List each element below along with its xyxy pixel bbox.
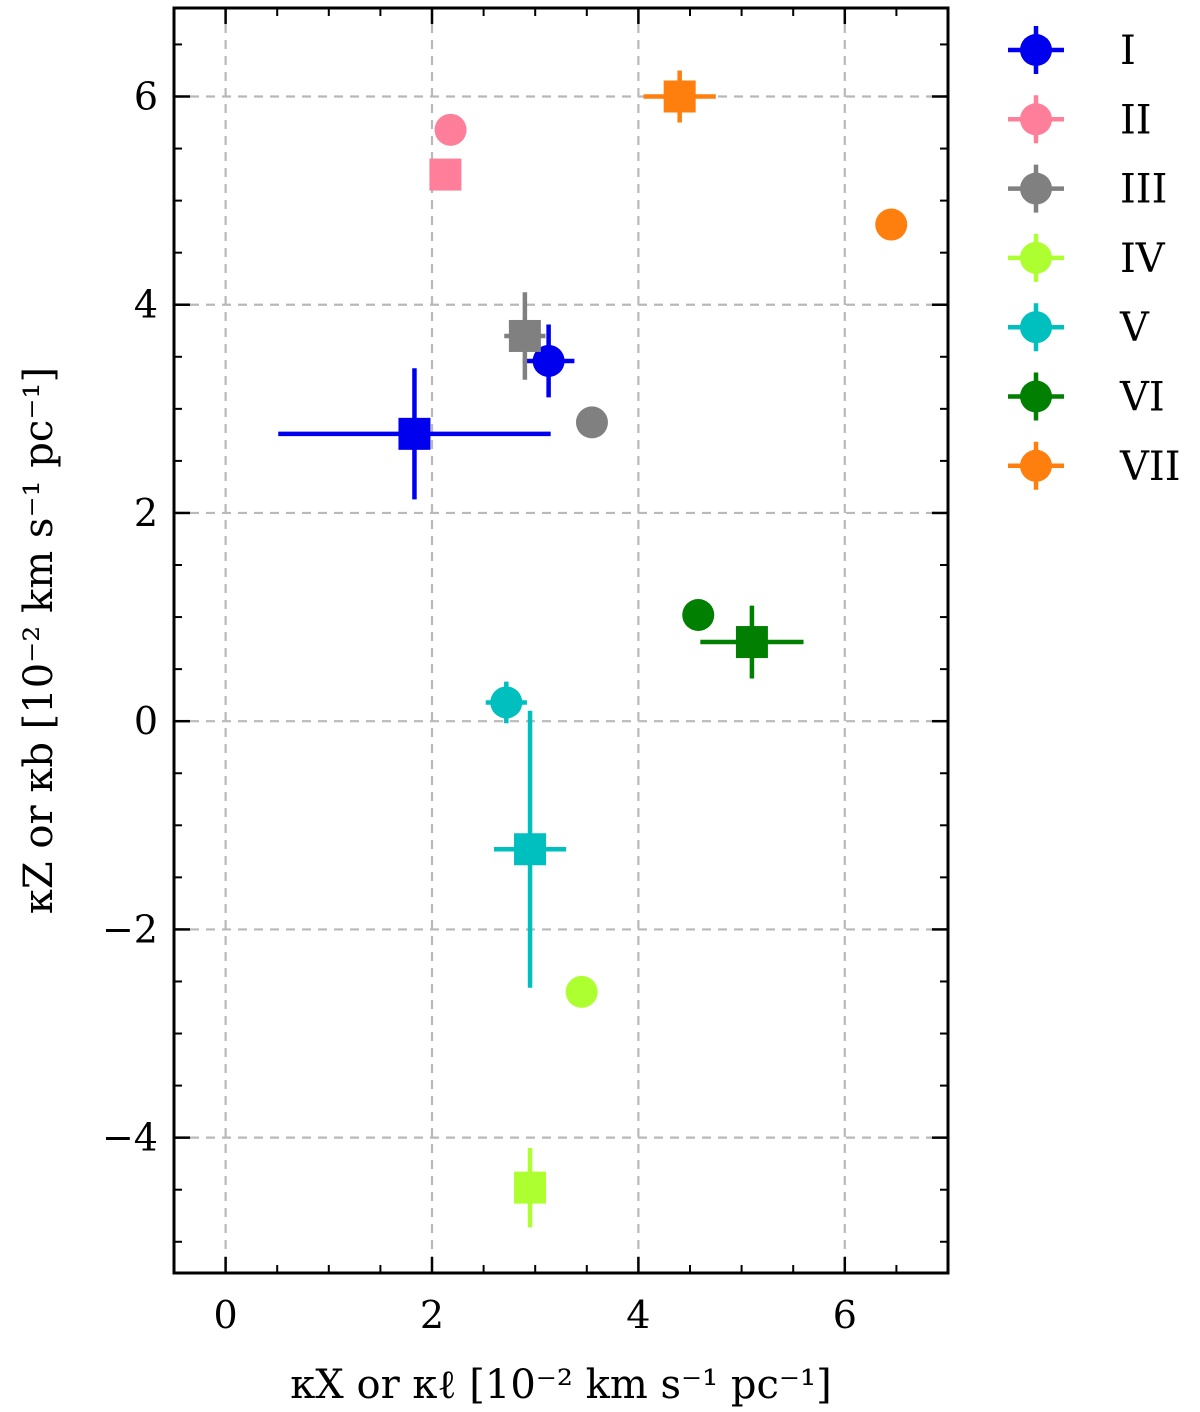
series-vi-square-point — [735, 626, 768, 659]
legend-vii-marker — [1020, 449, 1052, 482]
y-tick-label: 0 — [134, 699, 158, 743]
series-v — [485, 681, 567, 988]
series-ii-circle-point — [434, 113, 467, 146]
plot-area-frame — [172, 6, 950, 1275]
legend-item-vi: VI — [1008, 372, 1165, 421]
legend-item-ii: II — [1008, 95, 1152, 144]
y-tick-label: 4 — [134, 283, 158, 327]
y-tick-label: −2 — [102, 907, 158, 951]
x-tick-label: 4 — [626, 1293, 650, 1337]
legend-vi-marker — [1020, 380, 1052, 413]
legend-item-vii: VII — [1008, 441, 1181, 490]
legend-v-label: V — [1119, 305, 1150, 351]
series-iv-square-point — [514, 1171, 547, 1204]
series-i-square-point — [398, 417, 431, 450]
y-tick-label: 6 — [134, 74, 158, 118]
series-i-circle-point — [532, 344, 565, 377]
series-vi — [682, 598, 804, 679]
series-i — [278, 324, 575, 500]
x-tick-label: 6 — [833, 1293, 857, 1337]
x-tick-label: 2 — [420, 1293, 444, 1337]
legend-v-marker — [1020, 311, 1052, 344]
legend-item-iv: IV — [1008, 233, 1166, 282]
series-iii-square-point — [508, 319, 541, 352]
legend-ii-label: II — [1120, 97, 1152, 143]
series-vii — [643, 70, 908, 241]
grid-layer — [174, 8, 948, 1273]
legend-iv-marker — [1020, 241, 1052, 274]
legend-vi-label: VI — [1119, 375, 1165, 421]
legend-ii-marker — [1020, 103, 1052, 136]
series-vi-circle-point — [682, 598, 715, 631]
series-iii-circle-point — [575, 406, 608, 439]
series-ii — [429, 113, 467, 191]
data-layer — [278, 70, 908, 1228]
series-iii — [504, 292, 608, 439]
series-v-circle-point — [490, 686, 523, 719]
y-tick-label: −4 — [102, 1116, 158, 1160]
y-tick-label: 2 — [134, 491, 158, 535]
legend-item-i: I — [1008, 26, 1136, 74]
legend-vii-label: VII — [1119, 444, 1181, 490]
legend-i-marker — [1020, 34, 1052, 66]
x-axis-label: κX or κℓ [10⁻² km s⁻¹ pc⁻¹] — [290, 1362, 831, 1408]
tick-layer: 0 2 4 6 −4 −2 0 2 4 6 — [102, 8, 949, 1337]
legend-item-v: V — [1008, 303, 1150, 352]
legend-iii-label: III — [1120, 167, 1167, 213]
series-iv-circle-point — [565, 975, 598, 1008]
legend-item-iii: III — [1008, 164, 1167, 213]
legend-iv-label: IV — [1120, 236, 1166, 282]
series-v-square-point — [514, 833, 547, 866]
x-tick-label: 0 — [214, 1293, 238, 1337]
series-vii-square-point — [663, 80, 696, 113]
series-ii-square-point — [429, 158, 462, 191]
series-vii-circle-point — [875, 208, 908, 241]
legend-i-label: I — [1120, 28, 1136, 74]
legend-iii-marker — [1020, 172, 1052, 205]
series-iv — [514, 975, 598, 1228]
y-axis-label: κZ or κb [10⁻² km s⁻¹ pc⁻¹] — [16, 367, 62, 914]
